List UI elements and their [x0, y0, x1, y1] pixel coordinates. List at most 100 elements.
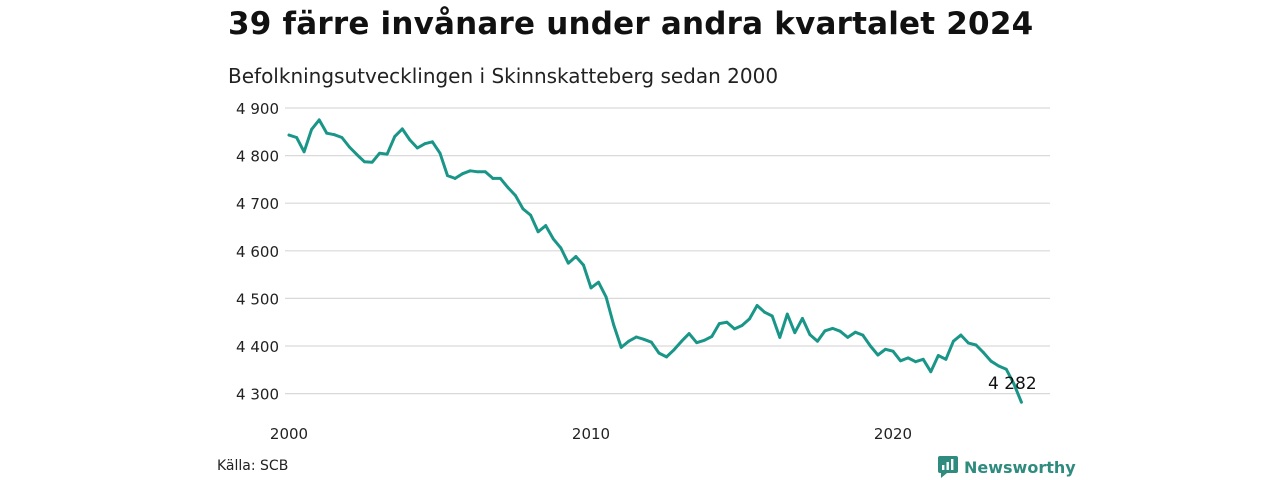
- data-point: [400, 127, 404, 131]
- data-point: [483, 170, 487, 174]
- data-point: [997, 364, 1001, 368]
- brand-name: Newsworthy: [964, 457, 1076, 477]
- data-point: [717, 322, 721, 326]
- grid-lines: [285, 107, 1050, 395]
- end-value-label: 4 282: [988, 374, 1037, 394]
- data-point: [665, 355, 668, 359]
- series-layer: [287, 118, 1023, 404]
- data-point: [408, 138, 412, 142]
- data-point: [982, 351, 985, 355]
- data-point: [619, 346, 623, 349]
- data-point: [612, 323, 616, 326]
- series-line: [287, 118, 1023, 404]
- data-point: [1012, 382, 1016, 386]
- data-point: [589, 286, 593, 290]
- data-point: [559, 246, 563, 250]
- data-point: [634, 335, 638, 339]
- data-point: [423, 142, 427, 146]
- data-point: [921, 357, 925, 361]
- data-point: [529, 213, 532, 217]
- data-point: [710, 335, 714, 338]
- data-point: [415, 146, 419, 150]
- data-point: [793, 331, 797, 335]
- data-point: [906, 356, 910, 360]
- y-tick-label: 4 600: [236, 243, 279, 261]
- data-point: [536, 230, 540, 234]
- y-tick-label: 4 400: [236, 338, 279, 356]
- data-point: [582, 263, 585, 267]
- annotations: 4 282: [988, 374, 1037, 394]
- data-point: [785, 312, 789, 316]
- x-tick-label: 2000: [270, 425, 308, 443]
- data-point: [566, 261, 570, 265]
- data-point: [650, 340, 653, 344]
- data-point: [838, 329, 842, 333]
- data-point: [657, 351, 661, 355]
- source-note: Källa: SCB: [217, 458, 289, 474]
- data-point: [340, 136, 344, 139]
- data-point: [295, 136, 298, 139]
- data-point: [808, 333, 812, 336]
- data-point: [642, 337, 646, 341]
- data-point: [627, 339, 631, 343]
- data-point: [695, 341, 699, 345]
- data-point: [332, 133, 336, 137]
- data-point: [446, 174, 449, 177]
- data-point: [363, 160, 366, 164]
- data-point: [687, 332, 691, 336]
- data-point: [491, 177, 495, 180]
- data-point: [325, 131, 329, 135]
- data-point: [853, 330, 857, 334]
- data-point: [748, 317, 751, 321]
- data-point: [702, 338, 706, 342]
- x-tick-label: 2010: [572, 425, 610, 443]
- y-tick-label: 4 900: [236, 100, 279, 118]
- data-point: [967, 341, 970, 345]
- data-point: [393, 135, 397, 138]
- data-point: [521, 207, 525, 211]
- data-point: [431, 140, 434, 144]
- data-point: [763, 310, 767, 314]
- data-point: [544, 224, 548, 227]
- data-point: [891, 349, 895, 353]
- data-point: [287, 133, 291, 137]
- data-point: [680, 339, 683, 343]
- data-point: [310, 128, 314, 131]
- data-point: [868, 344, 872, 348]
- data-point: [959, 333, 963, 337]
- data-point: [770, 314, 774, 318]
- x-tick-label: 2020: [874, 425, 912, 443]
- data-point: [936, 354, 940, 357]
- data-point: [597, 280, 600, 284]
- data-point: [385, 152, 389, 156]
- data-point: [370, 160, 374, 164]
- y-axis-ticks: 4 300 4 400 4 500 4 600 4 700 4 800 4 900: [236, 100, 279, 404]
- data-point: [302, 150, 306, 154]
- data-point: [944, 357, 948, 361]
- data-point: [476, 170, 480, 174]
- brand-logo[interactable]: Newsworthy: [938, 456, 1076, 478]
- data-point: [378, 151, 381, 155]
- data-point: [914, 360, 918, 364]
- data-point: [1019, 400, 1023, 404]
- data-point: [831, 326, 834, 330]
- data-point: [438, 151, 442, 155]
- data-point: [499, 177, 502, 180]
- data-point: [604, 295, 608, 299]
- data-point: [974, 343, 978, 347]
- data-point: [468, 169, 472, 173]
- data-point: [453, 177, 457, 180]
- newsworthy-logo-icon: [938, 456, 958, 478]
- data-point: [801, 316, 804, 320]
- data-point: [461, 172, 465, 176]
- data-point: [506, 186, 510, 189]
- data-point: [574, 255, 578, 258]
- data-point: [884, 347, 887, 351]
- data-point: [989, 359, 993, 363]
- data-point: [816, 339, 819, 343]
- data-point: [899, 359, 902, 363]
- chart-title: 39 färre invånare under andra kvartalet …: [228, 6, 1034, 42]
- data-point: [514, 194, 517, 197]
